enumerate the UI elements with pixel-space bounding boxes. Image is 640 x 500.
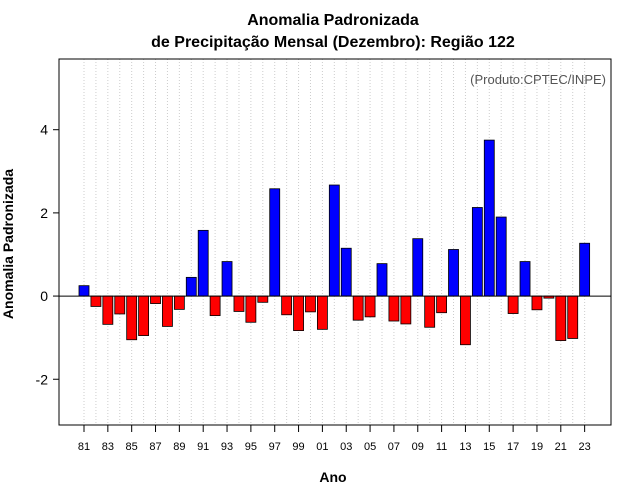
bar-18 [519, 261, 531, 297]
x-tick-label: 05 [364, 441, 376, 453]
x-tick-label: 09 [412, 441, 424, 453]
bar-06 [376, 263, 388, 297]
x-tick-label: 19 [531, 441, 543, 453]
y-axis: -2 0 2 4 [36, 122, 59, 387]
x-tick-label: 21 [555, 441, 567, 453]
bar-87 [150, 295, 161, 304]
x-tick-label: 07 [388, 441, 400, 453]
bar-82 [90, 295, 102, 307]
y-tick-label: 4 [40, 122, 48, 138]
bar-00 [305, 295, 316, 313]
bar-95 [245, 295, 257, 323]
x-tick-label: 13 [459, 441, 471, 453]
x-axis-label: Ano [319, 469, 346, 485]
y-tick-label: -2 [36, 371, 49, 387]
x-tick-label: 89 [173, 441, 185, 453]
bars [78, 139, 591, 346]
x-tick-label: 99 [292, 441, 304, 453]
bar-91 [197, 229, 209, 297]
y-tick-label: 2 [40, 205, 48, 221]
x-tick-label: 87 [149, 441, 161, 453]
bar-12 [448, 249, 459, 297]
bar-21 [555, 295, 567, 341]
x-tick-label: 85 [126, 441, 138, 453]
x-tick-label: 93 [221, 441, 233, 453]
bar-89 [173, 295, 185, 310]
y-tick-label: 0 [40, 288, 48, 304]
bar-81 [78, 285, 90, 297]
bar-86 [138, 295, 150, 336]
x-tick-label: 11 [436, 441, 447, 453]
x-tick-label: 23 [579, 441, 591, 453]
bar-23 [579, 242, 591, 297]
bar-08 [400, 295, 412, 325]
bar-93 [221, 261, 233, 297]
bar-94 [233, 295, 245, 312]
bar-09 [412, 238, 424, 297]
bar-13 [460, 295, 471, 346]
bar-22 [567, 295, 579, 339]
bar-03 [340, 247, 352, 297]
bar-99 [293, 295, 304, 331]
x-tick-label: 17 [507, 441, 519, 453]
x-tick-label: 83 [102, 441, 114, 453]
x-tick-label: 81 [78, 441, 90, 453]
bar-11 [436, 295, 448, 314]
bar-90 [185, 276, 197, 297]
bar-88 [162, 295, 173, 327]
bar-19 [531, 295, 543, 311]
chart-subtitle: de Precipitação Mensal (Dezembro): Regiã… [151, 34, 515, 51]
bar-84 [114, 295, 126, 315]
chart-title: Anomalia Padronizada [247, 12, 419, 29]
x-tick-label: 15 [483, 441, 495, 453]
bar-97 [269, 188, 281, 297]
x-tick-label: 95 [245, 441, 257, 453]
bar-01 [316, 295, 328, 330]
x-axis: 81 83 85 87 89 91 93 95 97 99 01 03 05 07 09 11 13 15 17 19… [78, 425, 591, 453]
x-tick-label: 03 [340, 441, 352, 453]
x-tick-label: 91 [197, 441, 209, 453]
bar-02 [328, 184, 340, 297]
bar-15 [483, 139, 495, 297]
bar-07 [388, 295, 400, 322]
bar-16 [495, 216, 507, 297]
bar-92 [209, 295, 221, 317]
x-tick-label: 01 [316, 441, 328, 453]
bar-10 [424, 295, 436, 328]
y-axis-label: Anomalia Padronizada [0, 169, 16, 319]
bar-83 [102, 295, 114, 325]
bar-85 [126, 295, 138, 341]
bar-96 [257, 295, 269, 303]
plot-frame [58, 58, 612, 426]
bar-17 [507, 295, 519, 314]
x-tick-label: 97 [269, 441, 281, 453]
bar-98 [281, 295, 293, 316]
bar-14 [471, 207, 483, 297]
bar-04 [352, 295, 364, 321]
credit-label: (Produto:CPTEC/INPE) [470, 72, 606, 87]
bar-05 [364, 295, 376, 318]
